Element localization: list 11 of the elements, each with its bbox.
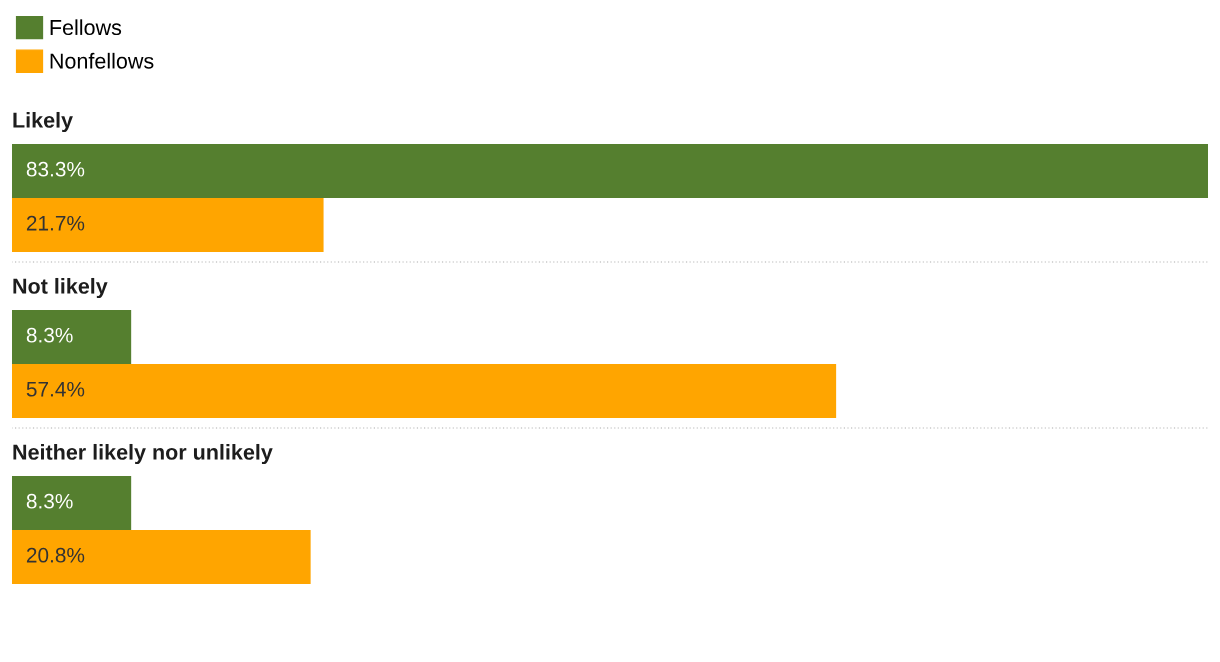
legend-label: Fellows xyxy=(50,19,122,36)
data-label: 20.8% xyxy=(26,547,85,563)
data-label: 8.3% xyxy=(26,493,73,509)
data-label: 21.7% xyxy=(26,215,85,231)
legend-label: Nonfellows xyxy=(50,52,154,69)
data-label: 83.3% xyxy=(26,161,85,177)
y-tick-label: Likely xyxy=(13,111,73,133)
data-label: 57.4% xyxy=(26,381,85,397)
y-tick-label: Not likely xyxy=(13,277,108,299)
data-label: 8.3% xyxy=(26,327,73,343)
y-tick-label: Neither likely nor unlikely xyxy=(13,443,273,465)
